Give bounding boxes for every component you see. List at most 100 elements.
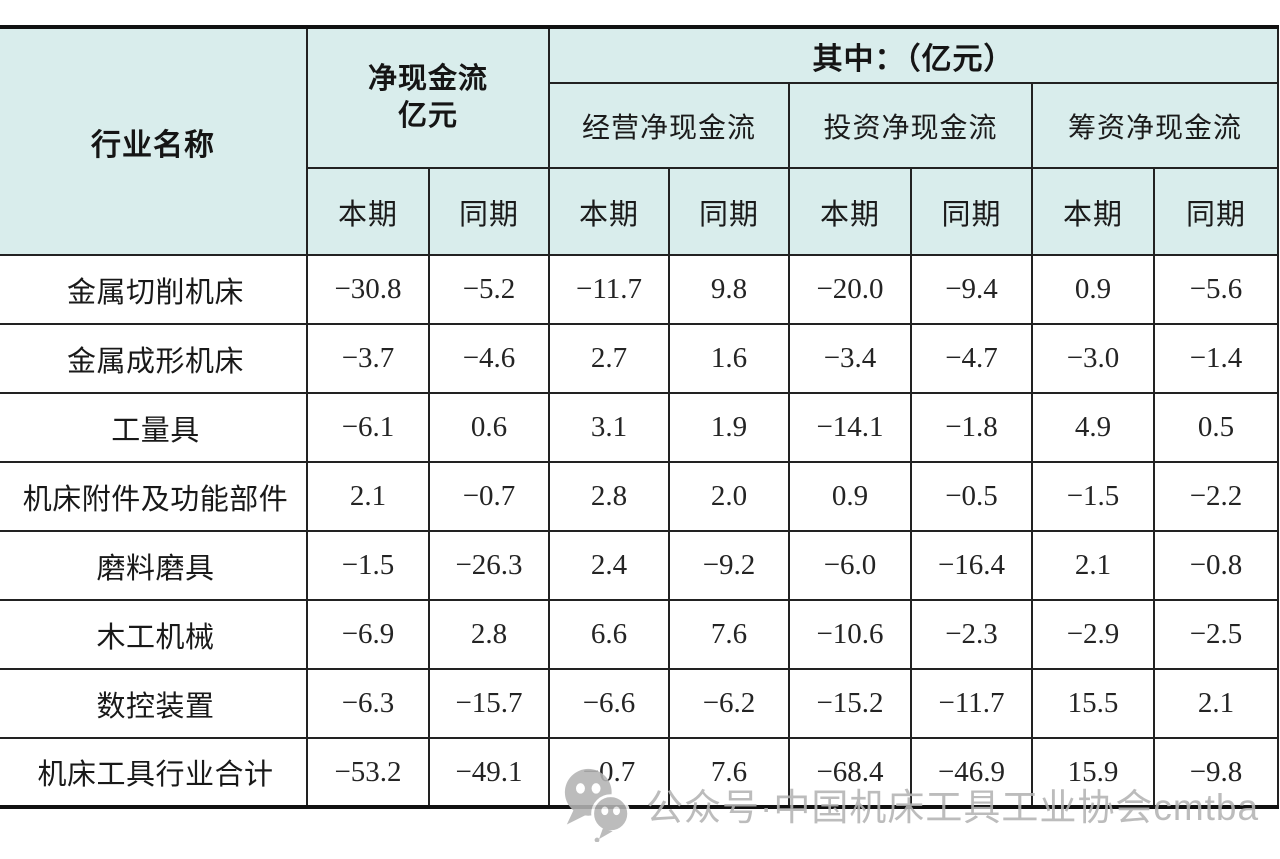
cell-value: 2.4 <box>548 530 671 601</box>
cell-value: −6.9 <box>306 599 430 670</box>
net-cash-flow-line1: 净现金流 <box>368 63 489 95</box>
row-label: 木工机械 <box>0 599 308 670</box>
cell-value: 0.6 <box>427 392 551 463</box>
col-header-financing-net-cash-flow: 筹资净现金流 <box>1031 82 1280 169</box>
header-row-2: 经营净现金流 投资净现金流 筹资净现金流 <box>0 82 1280 169</box>
cell-value: 2.1 <box>1031 530 1156 601</box>
cell-value: 0.9 <box>788 461 913 532</box>
cell-value: −0.7 <box>548 737 671 808</box>
cell-value: −6.6 <box>548 668 671 739</box>
table-row: 木工机械 −6.9 2.8 6.6 7.6 −10.6 −2.3 −2.9 −2… <box>0 599 1280 670</box>
col-header-period-prior-4: 同期 <box>1153 167 1280 256</box>
cell-value: 9.8 <box>668 254 791 325</box>
cell-value: 7.6 <box>668 737 791 808</box>
cell-value: 6.6 <box>548 599 671 670</box>
cell-value: −6.3 <box>306 668 430 739</box>
row-label: 金属切削机床 <box>0 254 308 325</box>
net-cash-flow-line2: 亿元 <box>398 100 459 132</box>
cell-value: 2.1 <box>1153 668 1280 739</box>
header-row-3: 本期 同期 本期 同期 本期 同期 本期 同期 <box>0 167 1280 256</box>
cell-value: 1.9 <box>668 392 791 463</box>
cell-value: −6.1 <box>306 392 430 463</box>
cell-value: −16.4 <box>910 530 1034 601</box>
table-row: 工量具 −6.1 0.6 3.1 1.9 −14.1 −1.8 4.9 0.5 <box>0 392 1280 463</box>
cell-value: −26.3 <box>427 530 551 601</box>
cell-value: −4.6 <box>427 323 551 394</box>
cell-value: −3.4 <box>788 323 913 394</box>
col-header-industry-name: 行业名称 <box>0 26 308 256</box>
cell-value: 15.9 <box>1031 737 1156 808</box>
cell-value: 2.8 <box>427 599 551 670</box>
cell-value: −9.4 <box>910 254 1034 325</box>
cell-value: −1.5 <box>1031 461 1156 532</box>
table-row: 磨料磨具 −1.5 −26.3 2.4 −9.2 −6.0 −16.4 2.1 … <box>0 530 1280 601</box>
cell-value: −49.1 <box>427 737 551 808</box>
cell-value: −15.2 <box>788 668 913 739</box>
cell-value: 3.1 <box>548 392 671 463</box>
cell-value: −6.2 <box>668 668 791 739</box>
cell-value: −1.5 <box>306 530 430 601</box>
cell-value: 2.7 <box>548 323 671 394</box>
cell-value: 1.6 <box>668 323 791 394</box>
table-row: 机床工具行业合计 −53.2 −49.1 −0.7 7.6 −68.4 −46.… <box>0 737 1280 808</box>
row-label: 机床附件及功能部件 <box>0 461 308 532</box>
cell-value: −0.7 <box>427 461 551 532</box>
col-header-period-current-1: 本期 <box>307 167 430 256</box>
cell-value: −15.7 <box>427 668 551 739</box>
cell-value: 0.5 <box>1153 392 1280 463</box>
cell-value: −1.4 <box>1153 323 1280 394</box>
table-row: 机床附件及功能部件 2.1 −0.7 2.8 2.0 0.9 −0.5 −1.5… <box>0 461 1280 532</box>
cell-value: 2.1 <box>306 461 430 532</box>
cell-value: −2.2 <box>1153 461 1280 532</box>
cell-value: −11.7 <box>910 668 1034 739</box>
cell-value: −0.8 <box>1153 530 1280 601</box>
row-label: 金属成形机床 <box>0 323 308 394</box>
cell-value: −3.7 <box>306 323 430 394</box>
cell-value: −1.8 <box>910 392 1034 463</box>
col-header-investing-net-cash-flow: 投资净现金流 <box>788 82 1034 169</box>
cell-value: −4.7 <box>910 323 1034 394</box>
cell-value: −2.3 <box>910 599 1034 670</box>
table-row: 金属成形机床 −3.7 −4.6 2.7 1.6 −3.4 −4.7 −3.0 … <box>0 323 1280 394</box>
cell-value: −2.9 <box>1031 599 1156 670</box>
cell-value: 2.8 <box>548 461 671 532</box>
col-header-period-prior-2: 同期 <box>668 167 791 256</box>
col-header-among-which: 其中：（亿元） <box>548 26 1280 84</box>
cell-value: −3.0 <box>1031 323 1156 394</box>
cell-value: −2.5 <box>1153 599 1280 670</box>
cell-value: −68.4 <box>788 737 913 808</box>
row-label: 工量具 <box>0 392 308 463</box>
cell-value: 7.6 <box>668 599 791 670</box>
header-row-1: 行业名称 净现金流 亿元 其中：（亿元） <box>0 26 1280 256</box>
col-header-operating-net-cash-flow: 经营净现金流 <box>549 82 791 169</box>
cell-value: −9.2 <box>668 530 791 601</box>
cell-value: −53.2 <box>306 737 430 808</box>
cell-value: −10.6 <box>788 599 913 670</box>
cell-value: 2.0 <box>668 461 791 532</box>
row-label: 数控装置 <box>0 668 308 739</box>
col-header-period-current-3: 本期 <box>788 167 913 256</box>
cell-value: −5.6 <box>1153 254 1280 325</box>
cell-value: −46.9 <box>910 737 1034 808</box>
cell-value: −11.7 <box>548 254 671 325</box>
cell-value: −5.2 <box>427 254 551 325</box>
cell-value: −20.0 <box>788 254 913 325</box>
table-row: 数控装置 −6.3 −15.7 −6.6 −6.2 −15.2 −11.7 15… <box>0 668 1280 739</box>
col-header-period-prior-1: 同期 <box>427 167 551 256</box>
cell-value: −30.8 <box>306 254 430 325</box>
cell-value: 4.9 <box>1031 392 1156 463</box>
cell-value: 0.9 <box>1031 254 1156 325</box>
cell-value: −6.0 <box>788 530 913 601</box>
table-row: 金属切削机床 −30.8 −5.2 −11.7 9.8 −20.0 −9.4 0… <box>0 254 1280 325</box>
cell-value: 15.5 <box>1031 668 1156 739</box>
col-header-period-current-4: 本期 <box>1031 167 1156 256</box>
cell-value: −14.1 <box>788 392 913 463</box>
col-header-net-cash-flow: 净现金流 亿元 <box>305 26 551 169</box>
col-header-period-current-2: 本期 <box>548 167 671 256</box>
cash-flow-table: 行业名称 净现金流 亿元 其中：（亿元） 经营净现金流 投资净现金流 筹资净现金… <box>0 25 1280 809</box>
col-header-period-prior-3: 同期 <box>910 167 1034 256</box>
cell-value: −0.5 <box>910 461 1034 532</box>
row-label: 磨料磨具 <box>0 530 308 601</box>
cell-value: −9.8 <box>1153 737 1280 808</box>
